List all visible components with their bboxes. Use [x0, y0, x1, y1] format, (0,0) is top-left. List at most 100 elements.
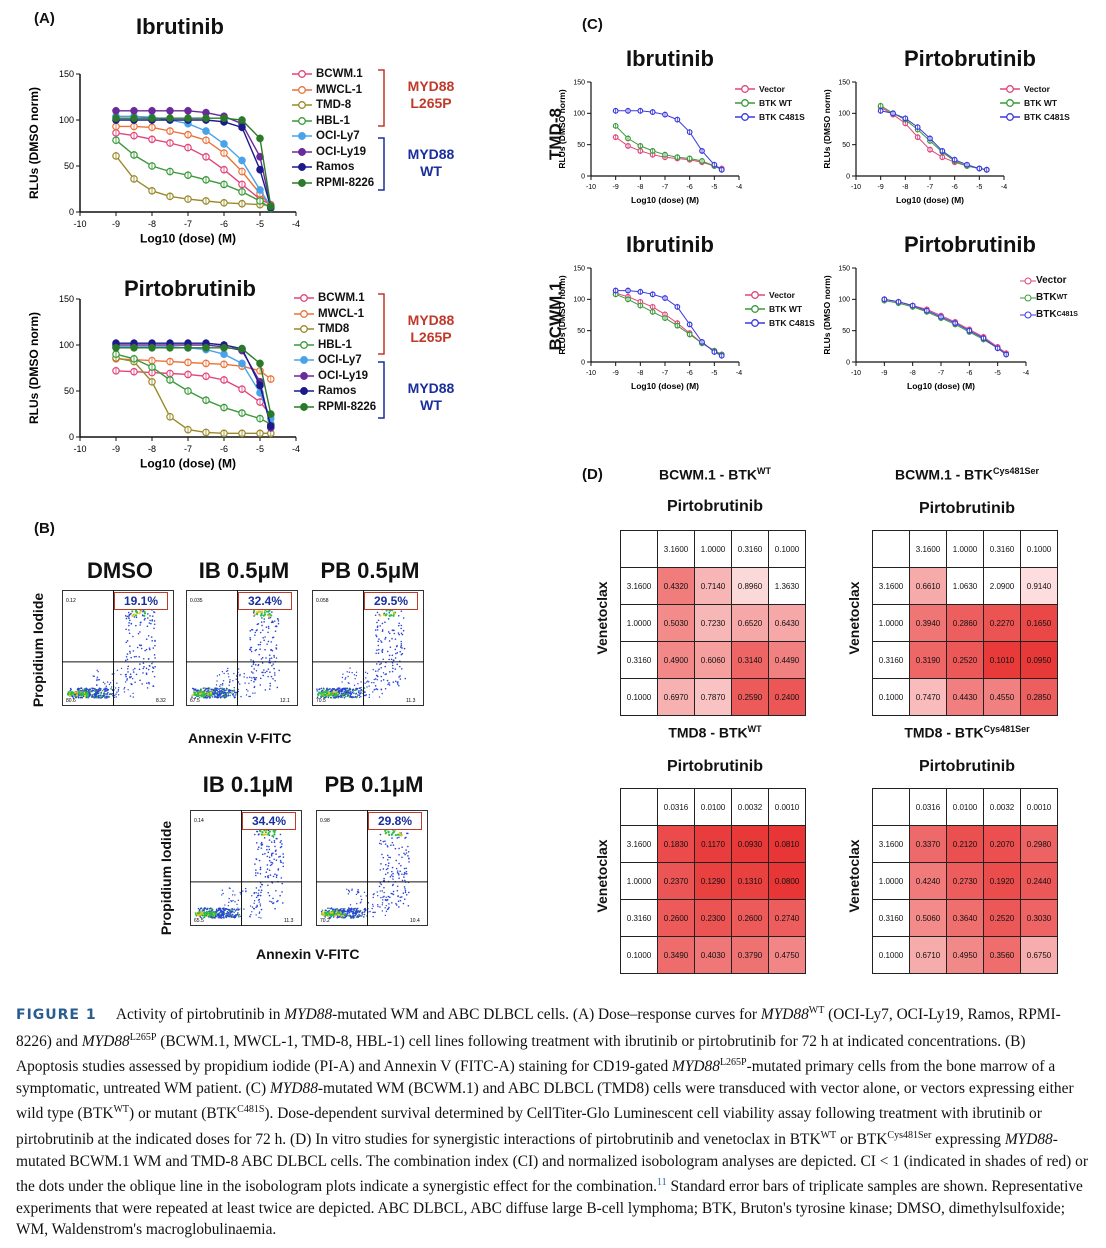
legend-item: Ramos: [294, 385, 356, 397]
ci-column-drug-label: Pirtobrutinib: [919, 758, 1015, 775]
ci-value-cell: 0.1010: [983, 641, 1021, 679]
y-tick-label: 150: [59, 294, 74, 304]
ci-value-cell: 0.2400: [768, 678, 806, 716]
y-tick-label: 0: [69, 432, 74, 442]
legend-item: RPMI-8226: [294, 401, 376, 413]
quadrant-lr-value: 11.3: [406, 698, 416, 704]
quadrant-ul-value: 0.058: [316, 598, 329, 604]
ci-row-drug-label: Venetoclax: [846, 581, 862, 655]
series-line: [115, 132, 272, 206]
flow-plot-title: IB 0.1μM: [202, 772, 294, 797]
x-tick-label: -4: [292, 444, 300, 454]
series-line: [880, 110, 987, 171]
ci-value-cell: 0.6060: [694, 641, 732, 679]
ci-col-header: 1.0000: [694, 530, 732, 568]
x-tick-label: -9: [881, 370, 887, 377]
flow-x-label-top: Annexin V-FITC: [188, 730, 292, 746]
ci-value-cell: 0.4240: [909, 862, 947, 900]
series-line: [880, 106, 987, 171]
x-tick-label: -5: [995, 370, 1001, 377]
series-line: [115, 139, 272, 209]
ci-value-cell: 0.2300: [694, 899, 732, 937]
ci-value-cell: 0.0800: [768, 862, 806, 900]
y-tick-label: 100: [59, 115, 74, 125]
ci-value-cell: 0.7870: [694, 678, 732, 716]
x-tick-label: -4: [736, 370, 742, 377]
ci-value-cell: 1.0630: [946, 567, 984, 605]
quadrant-ll-value: 67.5: [190, 698, 200, 704]
ci-row-header: 3.1600: [872, 825, 910, 863]
x-tick-label: -6: [966, 370, 972, 377]
quadrant-lr-value: 8.32: [156, 698, 166, 704]
y-tick-label: 50: [64, 161, 74, 171]
ci-row: 0.3160 0.4900 0.6060 0.3140 0.4490: [620, 641, 806, 679]
panel-b-label: (B): [34, 520, 55, 537]
y-tick-label: 100: [838, 111, 850, 118]
ci-col-header: 1.0000: [946, 530, 984, 568]
flow-plot-title: IB 0.5μM: [198, 558, 290, 583]
panel-d-label: (D): [582, 466, 603, 483]
series-line: [615, 136, 722, 169]
x-tick-label: -7: [662, 370, 668, 377]
ci-col-header: 0.0316: [909, 788, 947, 826]
legend-marker-icon: [292, 132, 312, 140]
ci-col-header: 0.0032: [731, 788, 769, 826]
series-line: [116, 115, 272, 207]
y-tick-label: 0: [581, 359, 585, 366]
x-axis-label: Log10 (dose) (M): [896, 195, 964, 205]
ci-value-cell: 0.2120: [946, 825, 984, 863]
legend-marker-icon: [294, 325, 314, 333]
ci-col-header: 0.0100: [946, 788, 984, 826]
y-tick-label: 150: [59, 69, 74, 79]
y-axis-label: RLUs (DMSO norm): [27, 312, 41, 424]
legend-item: TMD-8: [292, 99, 351, 111]
series-line: [615, 125, 722, 171]
legend-marker-icon: [292, 116, 312, 125]
ci-row-header: 0.1000: [620, 678, 658, 716]
legend-marker-icon: [1000, 85, 1020, 93]
quadrant-lr-value: 11.3: [284, 918, 294, 924]
x-tick-label: -10: [586, 370, 596, 377]
x-tick-label: -4: [292, 219, 300, 229]
ci-table-title: TMD8 - BTKCys481Ser: [904, 724, 1030, 741]
chart-c1: 0 50 100 150 -10 -9 -8 -7 -6 -5 -4 Log10 (dose) (M)…: [557, 79, 742, 205]
ci-value-cell: 0.4550: [983, 678, 1021, 716]
panel-c-label: (C): [582, 16, 603, 33]
ci-value-cell: 0.3490: [657, 936, 695, 974]
y-tick-label: 50: [577, 142, 585, 149]
quadrant-ll-value: 70.5: [316, 698, 326, 704]
ci-value-cell: 0.0930: [731, 825, 769, 863]
ci-table: 3.1600 1.0000 0.3160 0.1000 3.1600 0.6610 1.06…: [872, 530, 1058, 716]
ci-table: 0.0316 0.0100 0.0032 0.0010 3.1600 0.1830 0.11…: [620, 788, 806, 974]
flow-plot-title: DMSO: [87, 558, 153, 583]
chart-c3-title: Ibrutinib: [626, 232, 714, 257]
ci-col-header: 0.0316: [657, 788, 695, 826]
ci-value-cell: 0.6520: [731, 604, 769, 642]
ci-row: 0.3160 0.3190 0.2520 0.1010 0.0950: [872, 641, 1058, 679]
ci-value-cell: 0.2520: [946, 641, 984, 679]
ci-value-cell: 0.3640: [946, 899, 984, 937]
ci-col-header: 0.0010: [768, 788, 806, 826]
legend-c4-btk-c481s: BTK C481S: [1020, 309, 1078, 320]
chart-c4-title: Pirtobrutinib: [904, 232, 1036, 257]
quadrant-ll-value: 70.2: [320, 918, 330, 924]
legend-c4-vector: Vector: [1020, 275, 1067, 286]
ci-value-cell: 0.4900: [657, 641, 695, 679]
legend-item: OCI-Ly19: [292, 146, 366, 158]
ci-row: 1.0000 0.3940 0.2860 0.2270 0.1650: [872, 604, 1058, 642]
y-tick-label: 50: [577, 328, 585, 335]
ci-value-cell: 0.6430: [768, 604, 806, 642]
legend-marker-icon: [292, 147, 312, 156]
group-myd88-wt-a1: MYD88 WT: [407, 146, 455, 179]
ci-value-cell: 0.2370: [657, 862, 695, 900]
legend-c3: Vector BTK WT BTK C481S: [745, 290, 845, 340]
ci-value-cell: 0.7140: [694, 567, 732, 605]
legend-c4-btk-wt: BTK WT: [1020, 292, 1067, 303]
x-tick-label: -6: [220, 219, 228, 229]
y-axis-label: RLUs (DMSO norm): [557, 89, 567, 169]
ci-col-header: 0.3160: [731, 530, 769, 568]
quadrant-lr-value: 12.1: [280, 698, 290, 704]
legend-marker-icon: [294, 340, 314, 349]
series-line: [116, 119, 272, 208]
chart-c4: 0 50 100 150 -10 -9 -8 -7 -6 -5 -4 Log10 (dose) (M)…: [822, 265, 1029, 391]
